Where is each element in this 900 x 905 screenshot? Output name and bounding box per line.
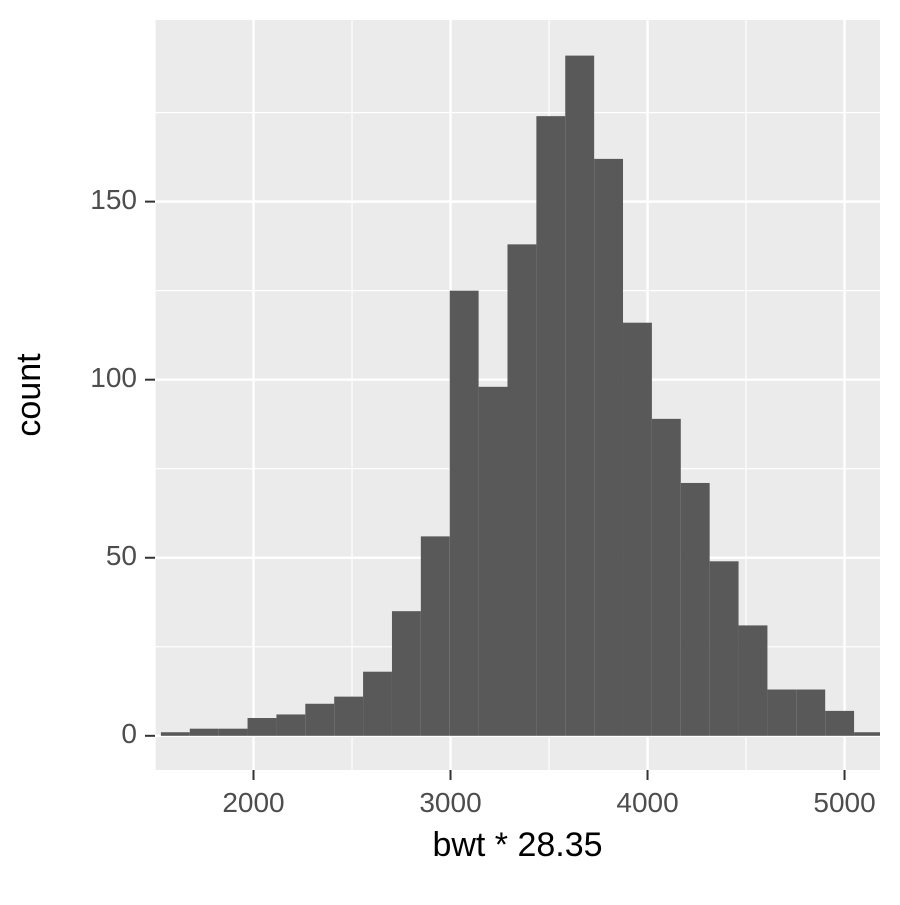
chart-svg: 2000 3000 4000 5000 0 50 100 150 bwt * 28.35 coun… (0, 0, 900, 900)
histogram-bar (334, 697, 363, 736)
y-tick-label: 0 (121, 718, 137, 749)
histogram-bar (652, 419, 681, 736)
x-axis-title: bwt * 28.35 (432, 826, 602, 864)
histogram-bar (276, 714, 305, 735)
x-tick-label: 5000 (813, 787, 875, 818)
y-tick-label: 150 (90, 184, 137, 215)
histogram-bar (305, 704, 334, 736)
histogram-bar (479, 387, 508, 736)
histogram-bar (248, 718, 277, 736)
y-tick-label: 100 (90, 362, 137, 393)
histogram-bar (623, 323, 652, 736)
histogram-bar (767, 690, 796, 736)
histogram-bar (681, 483, 710, 736)
x-tick-label: 2000 (222, 787, 284, 818)
y-axis-title: count (10, 353, 48, 437)
histogram-bar (739, 625, 768, 735)
histogram-chart: 2000 3000 4000 5000 0 50 100 150 bwt * 28.35 coun… (0, 0, 900, 900)
x-tick-label: 3000 (419, 787, 481, 818)
histogram-bar (565, 56, 594, 736)
histogram-bar (536, 116, 565, 736)
histogram-bar (392, 611, 421, 736)
histogram-bar (507, 244, 536, 735)
histogram-bar (421, 536, 450, 735)
histogram-bar (363, 672, 392, 736)
histogram-bar (450, 291, 479, 736)
histogram-bar (190, 729, 219, 736)
histogram-bar (796, 690, 825, 736)
y-tick-label: 50 (106, 540, 137, 571)
histogram-bar (219, 729, 248, 736)
histogram-bar (825, 711, 854, 736)
x-tick-label: 4000 (616, 787, 678, 818)
histogram-bar (710, 561, 739, 736)
histogram-bar (854, 732, 883, 736)
histogram-bar (161, 732, 190, 736)
histogram-bar (594, 159, 623, 736)
